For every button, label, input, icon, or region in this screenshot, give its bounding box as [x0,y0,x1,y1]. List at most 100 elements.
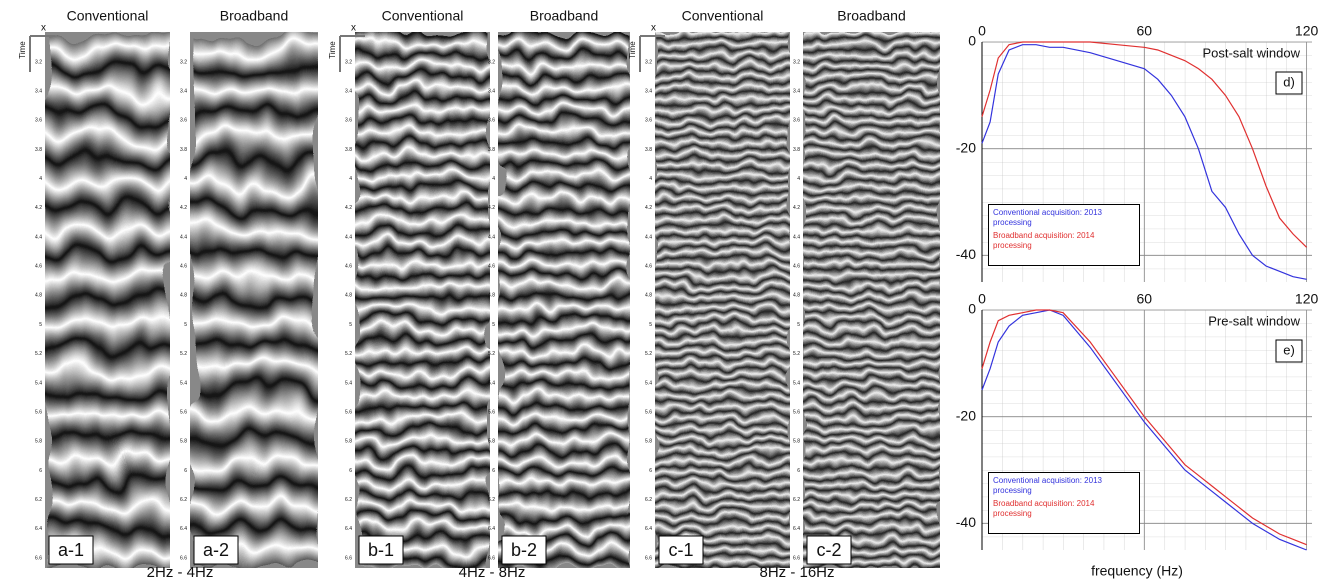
time-tick-label: 5.2 [35,351,42,357]
time-tick-label: 5.8 [35,439,42,445]
time-tick-label: 4.2 [180,205,187,211]
panel-tag-box [358,535,404,565]
time-tick-label: 6.4 [345,526,352,532]
panel-title: Conventional [682,8,764,24]
seismic-section-texture [498,32,630,568]
x-axis-label: x [351,23,356,34]
time-tick-label: 5.2 [345,351,352,357]
time-tick-label: 5.8 [645,439,652,445]
time-tick-label: 5.2 [180,351,187,357]
time-tick-label: 5 [184,322,187,328]
time-tick-label: 3.4 [645,89,652,95]
legend: Conventional acquisition: 2013 processin… [988,472,1140,534]
time-tick-label: 4.2 [645,205,652,211]
time-tick-label: 5.8 [180,439,187,445]
time-tick-label: 4 [797,176,800,182]
time-tick-label: 4.8 [180,293,187,299]
y-tick-label: -20 [956,139,976,155]
time-tick-label: 6.2 [35,497,42,503]
panel-title: Conventional [67,8,149,24]
time-tick-label: 3.2 [35,59,42,65]
time-tick-label: 6.6 [180,555,187,561]
time-tick-label: 6 [649,468,652,474]
time-tick-label: 4.8 [793,293,800,299]
panel-tag-box [658,535,704,565]
panel-tag: b-2 [511,540,537,560]
annotation-box [1275,71,1303,95]
x-tick-label: 0 [978,23,986,39]
legend-entry: Conventional acquisition: 2013 processin… [993,476,1102,495]
time-tick-label: 3.2 [180,59,187,65]
time-tick-label: 5.4 [345,380,352,386]
time-tick-label: 4.8 [35,293,42,299]
time-tick-label: 5.6 [793,409,800,415]
time-tick-label: 4.6 [180,264,187,270]
x-axis-label: x [651,23,656,34]
time-tick-label: 4.6 [35,264,42,270]
time-tick-label: 5.8 [488,439,495,445]
panel-title: Broadband [837,8,906,24]
time-tick-label: 6.4 [488,526,495,532]
seismic-section-texture [45,32,170,568]
time-tick-label: 4.2 [488,205,495,211]
time-tick-label: 3.8 [645,147,652,153]
time-tick-label: 3.8 [35,147,42,153]
legend-entry: Conventional acquisition: 2013 processin… [993,208,1102,227]
time-axis-label: Time [328,41,337,59]
time-tick-label: 5.6 [645,409,652,415]
time-tick-label: 3.2 [793,59,800,65]
time-tick-label: 6.6 [645,555,652,561]
time-tick-label: 6 [39,468,42,474]
x-tick-label: 60 [1137,23,1153,39]
time-tick-label: 4.6 [793,264,800,270]
time-tick-label: 5.6 [345,409,352,415]
panel-tag: c-1 [668,540,693,560]
time-axis-label: Time [18,41,27,59]
time-tick-label: 3.8 [793,147,800,153]
x-tick-label: 120 [1295,291,1319,307]
panel-tag-box [193,535,239,565]
time-tick-label: 5 [349,322,352,328]
band-caption: 2Hz - 4Hz [147,564,214,581]
time-tick-label: 4.8 [488,293,495,299]
time-tick-label: 6 [492,468,495,474]
spectrum-line [981,44,1307,280]
time-tick-label: 5.2 [645,351,652,357]
time-tick-label: 5.8 [793,439,800,445]
time-tick-label: 6.6 [345,555,352,561]
legend: Conventional acquisition: 2013 processin… [988,204,1140,266]
time-tick-label: 5.4 [488,380,495,386]
time-tick-label: 3.6 [345,118,352,124]
time-tick-label: 4.4 [488,234,495,240]
spectrum-line [981,41,1308,248]
time-tick-label: 4.4 [793,234,800,240]
x-axis-label: x [41,23,46,34]
legend-box: Conventional acquisition: 2013 processin… [988,204,1140,266]
time-tick-label: 6.6 [488,555,495,561]
chart-title: Post-salt window [1202,45,1300,60]
annotation-box [1275,339,1303,363]
time-tick-label: 5.4 [35,380,42,386]
time-tick-label: 6.4 [793,526,800,532]
time-tick-label: 3.8 [180,147,187,153]
band-caption: 8Hz - 16Hz [759,564,834,581]
time-tick-label: 5.4 [180,380,187,386]
time-tick-label: 3.4 [488,89,495,95]
legend-entry: Broadband acquisition: 2014 processing [993,499,1095,518]
time-tick-label: 3.6 [793,118,800,124]
time-tick-label: 4.4 [645,234,652,240]
seismic-section-texture [190,32,318,568]
seismic-section-texture [355,32,490,568]
time-tick-label: 6.2 [793,497,800,503]
y-tick-label: -40 [956,246,976,262]
time-tick-label: 4.2 [345,205,352,211]
y-tick-label: 0 [968,33,976,49]
time-tick-label: 6 [349,468,352,474]
time-tick-label: 4 [39,176,42,182]
time-tick-label: 5 [492,322,495,328]
time-tick-label: 3.2 [345,59,352,65]
spectrum-line [981,309,1307,551]
time-tick-label: 6.2 [645,497,652,503]
chart-title: Pre-salt window [1208,313,1300,328]
time-tick-label: 4.6 [645,264,652,270]
